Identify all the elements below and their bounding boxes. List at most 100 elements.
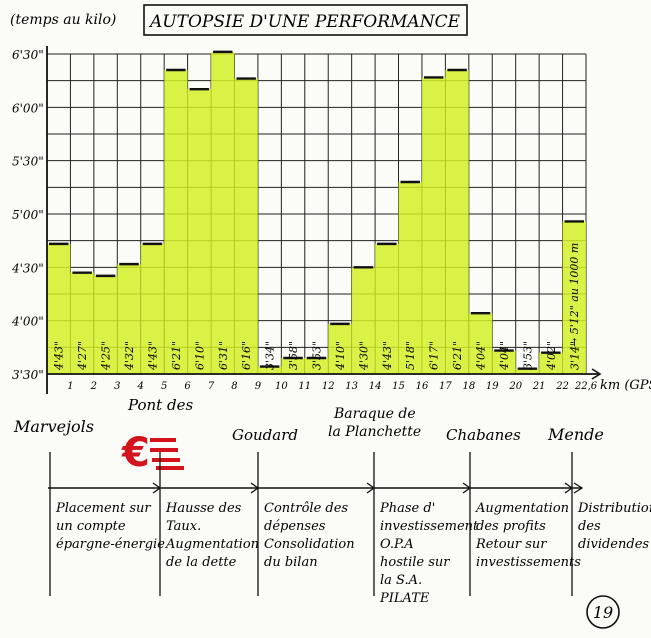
phase-label-3: Contrôle des dépenses Consolidation du bila… <box>264 501 355 570</box>
y-tick-labels: 3'30" 4'00" 4'30" 5'00" 5'30" 6'00" 6'30" <box>11 48 44 382</box>
chart-title: AUTOPSIE D'UNE PERFORMANCE <box>148 12 461 32</box>
bar-km-17 <box>421 77 446 374</box>
euro-logo: € <box>121 430 184 476</box>
phase-label-2: Hausse des Taux. Augmentation de la dette <box>165 501 259 570</box>
bar-km-19 <box>468 313 493 374</box>
x-tick-label: 19 <box>486 381 499 392</box>
x-tick-label: 3 <box>114 381 120 392</box>
x-tick-labels: 1 2 3 4 5 6 7 8 9 10 11 12 13 14 15 16 17 18 19 20 21 22 22,6 <box>67 381 598 392</box>
x-tick-label: 2 <box>90 381 97 392</box>
bar-label-km-3: 4'25" <box>100 341 113 371</box>
x-tick-label: 6 <box>184 381 191 392</box>
bar-km-22 <box>539 352 563 374</box>
x-tick-label: 16 <box>416 381 429 392</box>
bar-label-km-1: 4'43" <box>53 341 66 371</box>
bar-value-labels: 4'43" 4'27" 4'25" 4'32" 4'43" 6'21" 6'10" 6'31"… <box>53 341 582 371</box>
bar-km-15 <box>375 243 399 374</box>
bar-label-km-6: 6'21" <box>170 341 183 370</box>
last-bar-note: → 5'12" au 1000 m <box>568 243 581 347</box>
bar-label-km-5: 4'43" <box>146 341 159 371</box>
y-tick-label: 5'00" <box>12 208 44 222</box>
x-tick-label: 1 <box>67 381 73 392</box>
x-axis-arrow <box>591 368 602 380</box>
y-tick-label: 6'30" <box>12 48 44 62</box>
x-tick-label: 15 <box>392 381 405 392</box>
bar-km-2 <box>70 272 94 374</box>
x-tick-label: 11 <box>298 381 311 392</box>
bar-label-km-12: 3'53" <box>311 341 324 370</box>
bar-km-11 <box>281 358 305 374</box>
bar-km-20 <box>492 350 516 374</box>
bar-km-14 <box>351 267 376 374</box>
bar-label-km-9: 6'16" <box>240 341 253 370</box>
x-tick-label: 17 <box>439 381 452 392</box>
bar-label-km-11: 3'58" <box>287 341 300 370</box>
x-tick-label: 8 <box>231 381 237 392</box>
title-box <box>143 4 468 36</box>
x-tick-label: 5 <box>161 381 167 392</box>
bar-km-6 <box>164 70 188 374</box>
bars <box>47 50 586 375</box>
y-unit-label: (temps au kilo) <box>10 12 116 28</box>
phase-labels: Placement sur un compte épargne-énergieHau… <box>55 501 651 606</box>
phase-label-4: Phase d' investissement O.P.A hostile sur la… <box>379 501 479 606</box>
x-tick-label: 20 <box>508 381 522 392</box>
bar-label-km-17: 6'17" <box>428 341 441 370</box>
bar-km-10 <box>257 366 282 374</box>
place-mende: Mende <box>547 425 604 444</box>
bar-km-9 <box>234 78 258 375</box>
page-number: 19 <box>593 603 613 622</box>
bar-label-km-22,6: 3'14" <box>568 341 581 370</box>
y-tick-label: 6'00" <box>12 101 44 115</box>
axes <box>46 46 602 394</box>
bar-label-km-13: 4'10" <box>334 341 347 371</box>
bar-km-5 <box>140 243 165 374</box>
bar-km-13 <box>328 323 352 374</box>
bar-label-km-8: 6'31" <box>217 341 230 370</box>
bar-km-4 <box>117 264 141 374</box>
x-tick-label: 22,6 <box>574 381 598 392</box>
x-tick-label: 13 <box>345 381 358 392</box>
x-tick-label: 14 <box>369 381 382 392</box>
x-tick-label: 7 <box>208 381 215 392</box>
svg-text:€: € <box>121 430 150 476</box>
bar-label-km-20: 4'04" <box>498 341 511 371</box>
x-tick-label: 12 <box>322 381 335 392</box>
page-number-circle <box>586 595 620 629</box>
bar-label-km-7: 6'10" <box>193 341 206 370</box>
bar-label-km-19: 4'04" <box>475 341 488 371</box>
bar-label-km-16: 5'18" <box>404 341 417 370</box>
x-tick-label: 10 <box>275 381 288 392</box>
bar-label-km-22: 4'02" <box>545 341 558 371</box>
bar-label-km-14: 4'30" <box>357 341 370 371</box>
bar-km-22,6 <box>562 221 586 374</box>
place-goudard: Goudard <box>232 426 298 444</box>
bar-km-8 <box>211 51 235 374</box>
bar-label-km-2: 4'27" <box>76 341 89 371</box>
y-tick-label: 3'30" <box>12 368 44 382</box>
bar-km-18 <box>445 70 469 374</box>
x-tick-label: 21 <box>532 381 546 392</box>
phase-label-6: Distribution des dividendes <box>577 501 651 552</box>
bar-label-km-18: 6'21" <box>451 341 464 370</box>
y-tick-label: 4'30" <box>11 261 44 275</box>
y-tick-label: 5'30" <box>12 155 44 169</box>
bar-label-km-4: 4'32" <box>123 341 136 371</box>
bar-label-km-15: 4'43" <box>381 341 394 371</box>
place-pont-des: Pont des <box>127 396 193 414</box>
x-tick-label: 9 <box>255 381 262 392</box>
x-tick-label: 22 <box>555 381 569 392</box>
bar-km-12 <box>304 358 329 374</box>
bar-km-3 <box>93 275 118 374</box>
bar-label-km-21: 3'53" <box>521 341 534 370</box>
x-tick-label: 18 <box>462 381 475 392</box>
place-marvejols: Marvejols <box>13 417 94 436</box>
place-baraque: Baraque de la Planchette <box>328 406 421 440</box>
x-axis-label: km (GPS) <box>600 378 651 393</box>
bar-label-km-10: 3'34" <box>264 341 277 370</box>
phase-label-1: Placement sur un compte épargne-énergie <box>55 501 165 552</box>
phase-label-5: Augmentation des profits Retour sur investi… <box>475 501 581 570</box>
bar-km-21 <box>515 368 540 374</box>
y-tick-label: 4'00" <box>11 315 44 329</box>
